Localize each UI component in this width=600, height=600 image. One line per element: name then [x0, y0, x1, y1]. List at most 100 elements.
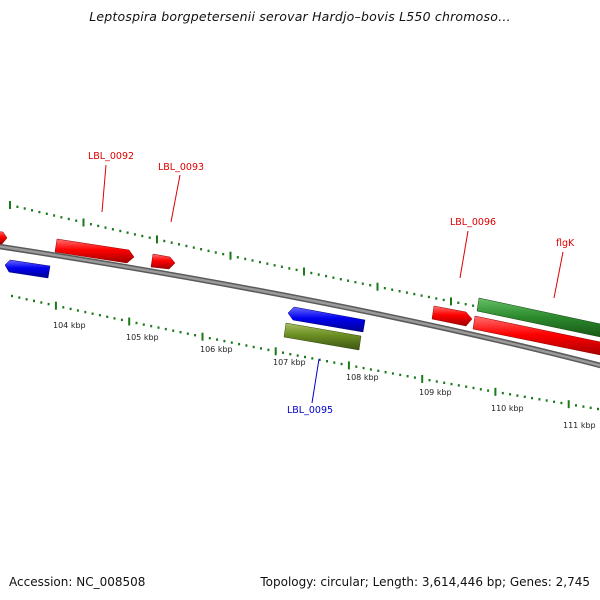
minor-tick	[104, 226, 107, 229]
minor-tick	[597, 407, 599, 411]
gene-feature-reverse[interactable]	[4, 259, 51, 279]
minor-tick	[384, 371, 387, 374]
minor-tick	[179, 331, 182, 334]
gene-feature-lbl-0095[interactable]	[283, 322, 362, 351]
major-tick	[229, 251, 232, 260]
minor-tick	[464, 303, 467, 306]
minor-tick	[33, 299, 35, 303]
gene-label-lbl-0093[interactable]: LBL_0093	[158, 162, 204, 173]
gene-label-flgK[interactable]: flgK	[556, 238, 575, 249]
major-tick	[82, 218, 85, 227]
minor-tick	[106, 315, 109, 318]
minor-tick	[214, 251, 217, 254]
gene-label-lbl-0092[interactable]: LBL_0092	[88, 151, 134, 162]
major-tick	[376, 282, 379, 291]
minor-tick	[38, 210, 41, 214]
scale-label: 107 kbp	[273, 358, 306, 367]
minor-tick	[538, 398, 541, 401]
minor-tick	[148, 236, 151, 239]
scale-label: 111 kbp	[563, 421, 596, 430]
minor-tick	[339, 278, 342, 281]
scale-labels: 104 kbp 105 kbp 106 kbp 107 kbp 108 kbp …	[53, 321, 596, 430]
gene-features	[0, 231, 600, 357]
minor-tick	[216, 338, 219, 341]
minor-tick	[11, 294, 13, 298]
scale-label: 109 kbp	[419, 388, 452, 397]
gene-feature-reverse[interactable]	[287, 306, 366, 333]
minor-tick	[266, 262, 269, 265]
minor-tick	[523, 395, 526, 398]
major-tick	[54, 301, 57, 310]
minor-tick	[326, 360, 328, 363]
minor-tick	[252, 345, 255, 349]
minor-tick	[589, 406, 592, 409]
minor-tick	[398, 290, 401, 293]
minor-tick	[413, 292, 416, 296]
accession-label: Accession: NC_008508	[9, 575, 146, 589]
minor-tick	[479, 388, 482, 391]
minor-tick	[157, 326, 160, 329]
minor-tick	[69, 307, 72, 311]
minor-tick	[84, 310, 87, 314]
minor-tick	[60, 216, 63, 219]
minor-tick	[362, 366, 365, 370]
minor-tick	[186, 332, 189, 335]
minor-tick	[16, 205, 19, 208]
gene-label-lbl-0096[interactable]: LBL_0096	[450, 217, 496, 228]
major-tick	[128, 317, 131, 326]
gene-feature-forward[interactable]	[472, 315, 600, 357]
minor-tick	[531, 396, 534, 400]
minor-tick	[273, 264, 276, 267]
minor-tick	[361, 282, 364, 285]
minor-tick	[238, 342, 241, 346]
minor-tick	[457, 384, 460, 387]
minor-tick	[164, 327, 167, 331]
minor-tick	[245, 344, 248, 347]
minor-tick	[435, 380, 438, 383]
minor-tick	[383, 287, 386, 290]
gene-feature-lbl-0096[interactable]	[431, 305, 473, 327]
minor-tick	[405, 291, 408, 294]
gene-feature-lbl-0093[interactable]	[150, 253, 176, 270]
minor-tick	[427, 295, 430, 299]
minor-tick	[113, 317, 116, 320]
minor-tick	[76, 309, 79, 312]
scale-label: 110 kbp	[491, 404, 524, 413]
major-tick	[156, 235, 158, 244]
minor-tick	[347, 279, 350, 282]
major-tick	[303, 267, 305, 276]
gene-feature-forward[interactable]	[0, 231, 8, 245]
minor-tick	[18, 296, 21, 299]
minor-tick	[318, 358, 321, 361]
minor-tick	[67, 217, 70, 221]
minor-tick	[194, 334, 197, 337]
minor-tick	[163, 239, 166, 243]
minor-tick	[172, 329, 175, 332]
minor-tick	[150, 324, 153, 328]
gene-feature-flgK[interactable]	[476, 297, 600, 339]
minor-tick	[317, 273, 320, 276]
minor-tick	[258, 260, 261, 264]
gene-label-lbl-0095[interactable]: LBL_0095	[287, 405, 333, 416]
gene-feature-lbl-0092[interactable]	[54, 238, 135, 264]
minor-tick	[62, 306, 65, 309]
minor-tick	[399, 373, 402, 377]
minor-tick	[575, 404, 577, 407]
genome-summary: Topology: circular; Length: 3,614,446 bp…	[260, 575, 590, 589]
major-tick	[450, 297, 452, 306]
minor-tick	[223, 339, 226, 343]
minor-tick	[355, 365, 358, 368]
minor-tick	[501, 391, 504, 395]
major-tick	[494, 387, 497, 396]
minor-tick	[267, 348, 270, 352]
minor-tick	[369, 368, 372, 371]
minor-tick	[443, 381, 446, 384]
minor-tick	[192, 246, 195, 249]
minor-tick	[472, 304, 475, 307]
major-tick	[274, 347, 277, 356]
minor-tick	[310, 271, 313, 275]
minor-tick	[553, 400, 556, 403]
minor-tick	[75, 219, 78, 222]
minor-tick	[420, 294, 423, 297]
